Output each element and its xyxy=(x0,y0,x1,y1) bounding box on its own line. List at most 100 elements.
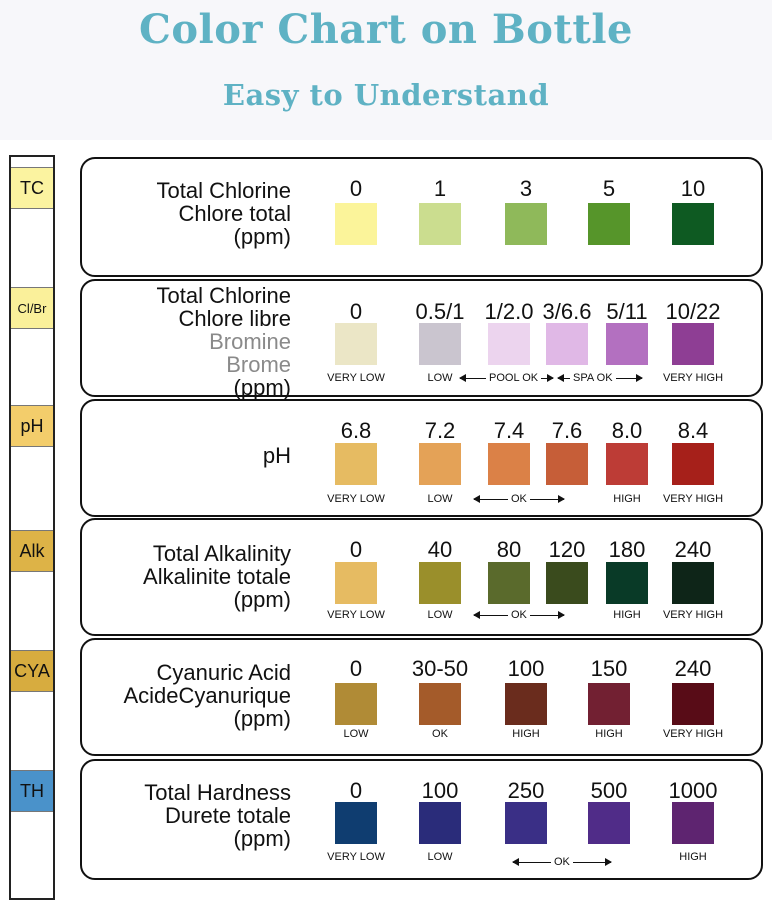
color-swatch xyxy=(419,562,461,604)
range-label: VERY LOW xyxy=(327,609,385,621)
color-swatch xyxy=(335,562,377,604)
range-label: VERY HIGH xyxy=(662,372,724,384)
color-swatch xyxy=(488,562,530,604)
reading-value: 3 xyxy=(519,176,533,201)
row-label: pH xyxy=(263,444,291,467)
color-swatch xyxy=(488,323,530,365)
color-swatch xyxy=(419,443,461,485)
range-label: LOW xyxy=(427,493,453,505)
reading-value: 30-50 xyxy=(411,656,469,681)
reading-value: 240 xyxy=(674,537,712,562)
pool-ok-arrow: POOL OK xyxy=(459,372,555,384)
row-label: Total Alkalinity Alkalinite totale (ppm) xyxy=(143,542,291,611)
reading-value: 1 xyxy=(433,176,447,201)
color-swatch xyxy=(672,562,714,604)
arrow-label: POOL OK xyxy=(489,372,539,384)
color-swatch xyxy=(672,323,714,365)
strip-pad-alk: Alk xyxy=(11,530,53,572)
range-label: VERY HIGH xyxy=(662,609,724,621)
label-line: Bromine xyxy=(209,329,291,354)
range-label: HIGH xyxy=(613,493,641,505)
reading-value: 1000 xyxy=(668,778,718,803)
reading-value: 0 xyxy=(349,656,363,681)
color-swatch xyxy=(335,323,377,365)
color-swatch xyxy=(335,443,377,485)
label-line: Total Chlorine xyxy=(156,283,291,308)
label-line: Total Chlorine xyxy=(156,178,291,203)
reading-value: 10 xyxy=(680,176,706,201)
reading-value: 180 xyxy=(608,537,646,562)
color-swatch xyxy=(606,443,648,485)
range-label: HIGH xyxy=(595,728,623,740)
label-line: (ppm) xyxy=(233,375,291,400)
label-line: Chlore libre xyxy=(178,306,292,331)
panel-chlorine-bromine: Total Chlorine Chlore libre Bromine Brom… xyxy=(80,279,763,400)
color-swatch xyxy=(488,443,530,485)
color-swatch xyxy=(505,203,547,245)
range-label: LOW xyxy=(427,851,453,863)
reading-value: 150 xyxy=(590,656,628,681)
arrow-label: OK xyxy=(511,493,527,505)
strip-pad-cya: CYA xyxy=(11,650,53,692)
reading-value: 0 xyxy=(349,176,363,201)
label-line: (ppm) xyxy=(233,224,291,249)
color-swatch xyxy=(588,683,630,725)
ok-arrow: OK xyxy=(512,856,612,868)
label-line: Total Hardness xyxy=(144,780,291,805)
color-swatch xyxy=(606,323,648,365)
range-label: VERY LOW xyxy=(327,372,385,384)
spa-ok-arrow: SPA OK xyxy=(557,372,643,384)
label-line: Total Alkalinity xyxy=(152,541,291,566)
color-swatch xyxy=(672,443,714,485)
range-label: HIGH xyxy=(613,609,641,621)
reading-value: 240 xyxy=(674,656,712,681)
reading-value: 3/6.6 xyxy=(542,299,592,324)
row-label: Total Chlorine Chlore total (ppm) xyxy=(156,179,291,248)
color-swatch xyxy=(419,203,461,245)
color-swatch xyxy=(546,443,588,485)
color-swatch xyxy=(672,683,714,725)
strip-pad-label: Cl/Br xyxy=(17,300,47,316)
page-title: Color Chart on Bottle xyxy=(139,6,633,53)
label-line: (ppm) xyxy=(233,587,291,612)
panel-total-hardness: Total Hardness Durete totale (ppm) OK 0 V… xyxy=(80,759,763,880)
label-line: AcideCyanurique xyxy=(123,683,291,708)
color-swatch xyxy=(672,203,714,245)
color-swatch xyxy=(335,203,377,245)
reading-value: 8.0 xyxy=(611,418,643,443)
label-line: Chlore total xyxy=(178,201,291,226)
color-swatch xyxy=(419,683,461,725)
arrow-label: SPA OK xyxy=(573,372,613,384)
reading-value: 5 xyxy=(602,176,616,201)
strip-pad-th: TH xyxy=(11,770,53,812)
label-line: (ppm) xyxy=(233,706,291,731)
reading-value: 100 xyxy=(421,778,459,803)
reading-value: 1/2.0 xyxy=(484,299,534,324)
row-label: Cyanuric Acid AcideCyanurique (ppm) xyxy=(123,661,291,730)
range-label: VERY LOW xyxy=(327,493,385,505)
color-swatch xyxy=(419,323,461,365)
range-label: HIGH xyxy=(679,851,707,863)
reading-value: 6.8 xyxy=(340,418,372,443)
reading-value: 40 xyxy=(427,537,453,562)
range-label: HIGH xyxy=(512,728,540,740)
reading-value: 10/22 xyxy=(665,299,721,324)
color-swatch xyxy=(419,802,461,844)
color-swatch xyxy=(588,203,630,245)
arrow-label: OK xyxy=(511,609,527,621)
range-label: OK xyxy=(432,728,448,740)
reading-value: 80 xyxy=(496,537,522,562)
reading-value: 7.6 xyxy=(551,418,583,443)
ok-arrow: OK xyxy=(473,609,565,621)
range-label: LOW xyxy=(427,609,453,621)
strip-pad-label: CYA xyxy=(14,660,50,681)
color-swatch xyxy=(335,683,377,725)
color-swatch xyxy=(672,802,714,844)
strip-pad-label: TH xyxy=(20,780,44,801)
range-label: VERY HIGH xyxy=(662,728,724,740)
panel-alkalinity: Total Alkalinity Alkalinite totale (ppm)… xyxy=(80,518,763,636)
strip-pad-tc: TC xyxy=(11,167,53,209)
reading-value: 0 xyxy=(349,778,363,803)
reading-value: 7.2 xyxy=(424,418,456,443)
range-label: LOW xyxy=(427,372,453,384)
